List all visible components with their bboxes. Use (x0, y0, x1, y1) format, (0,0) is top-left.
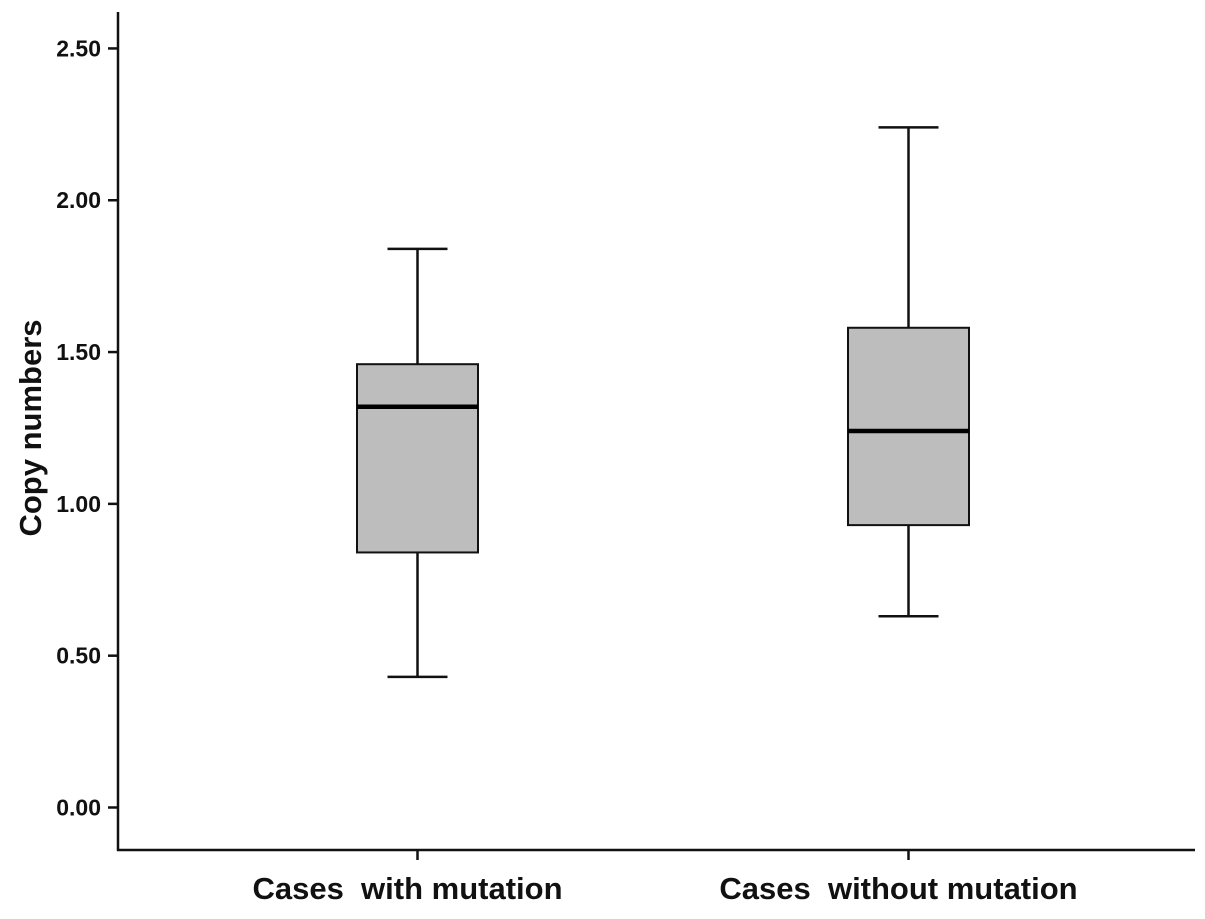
box-iqr (356, 363, 479, 554)
x-axis-ticks: Cases with mutation Cases without mutatio… (252, 850, 1078, 906)
box-plot-group (847, 126, 970, 618)
box-iqr (847, 326, 970, 527)
y-axis-title: Copy numbers (13, 319, 48, 536)
y-tick-label: 0.50 (56, 643, 101, 669)
y-tick-label: 1.50 (56, 339, 101, 365)
y-tick-label: 2.00 (56, 187, 101, 213)
box-plot-group (356, 247, 479, 679)
y-tick-label: 2.50 (56, 35, 101, 61)
y-tick-label: 0.00 (56, 794, 101, 820)
y-axis-ticks: 0.00 0.50 1.00 1.50 2.00 2.50 (56, 35, 118, 820)
x-tick-label: Cases without mutation (719, 871, 1077, 906)
x-tick-label: Cases with mutation (252, 871, 562, 906)
box-plot-series (356, 126, 970, 679)
y-tick-label: 1.00 (56, 491, 101, 517)
